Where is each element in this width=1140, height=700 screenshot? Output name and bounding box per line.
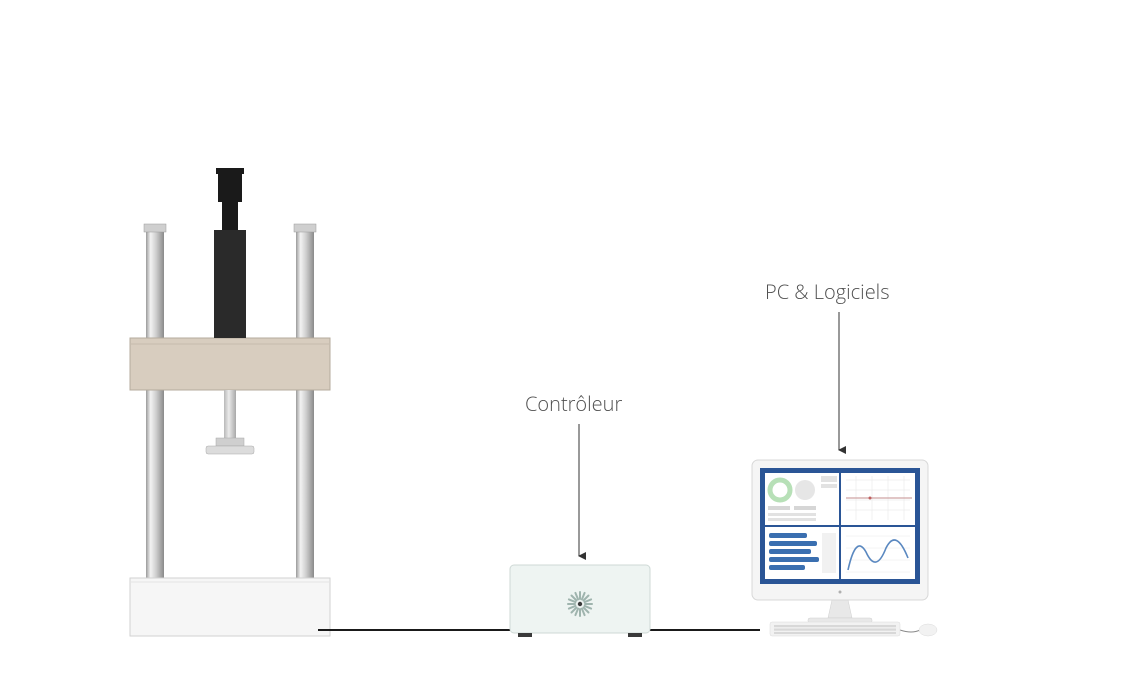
mouse xyxy=(919,624,937,636)
keyboard xyxy=(770,622,900,636)
diagram-canvas xyxy=(0,0,1140,700)
testing-machine xyxy=(130,168,330,636)
mouse-cable xyxy=(900,630,920,632)
label-pc: PC & Logiciels xyxy=(765,278,890,305)
pc-monitor xyxy=(752,460,928,623)
label-controller: Contrôleur xyxy=(525,390,622,417)
controller-box xyxy=(510,565,650,637)
